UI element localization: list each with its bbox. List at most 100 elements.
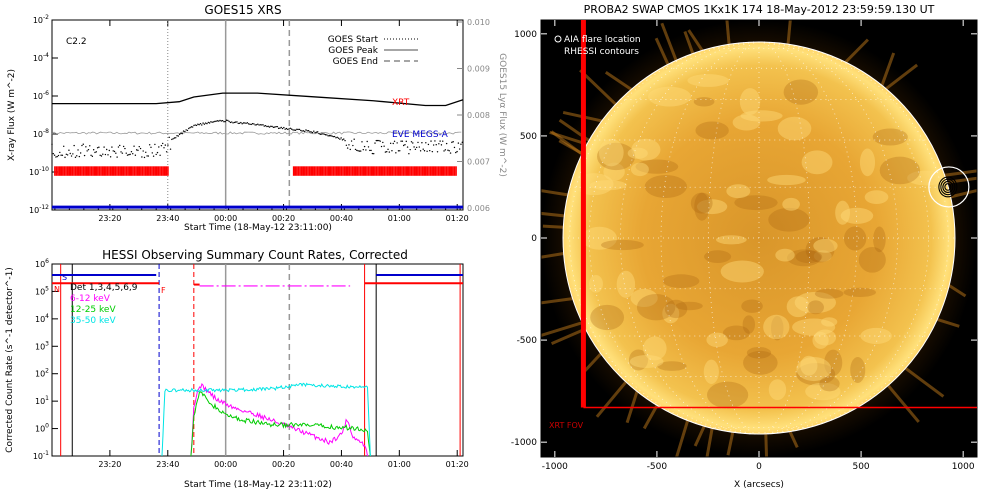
swap-disk-feature <box>740 110 783 122</box>
hessi-flag-n: N <box>54 285 60 294</box>
swap-corona-streak <box>660 22 678 61</box>
hessi-y-axis-label: Corrected Count Rate (s^-1 detector^-1) <box>5 267 15 453</box>
swap-rhessi-contour <box>942 180 954 194</box>
goes-low-channel-point <box>341 139 344 141</box>
goes-low-channel-point <box>260 124 263 126</box>
goes-low-channel-dots <box>51 119 463 159</box>
goes-low-channel-point <box>158 146 160 148</box>
goes-low-channel-point <box>421 142 423 144</box>
goes-low-channel-point <box>228 120 230 123</box>
goes-low-channel-point <box>128 154 130 156</box>
goes-low-channel-point <box>353 138 355 140</box>
goes-low-channel-point <box>270 125 272 127</box>
goes-low-channel-point <box>211 121 213 123</box>
goes-low-channel-point <box>184 130 186 133</box>
goes-low-channel-point <box>369 149 371 152</box>
swap-title: PROBA2 SWAP CMOS 1Kx1K 174 18-May-2012 2… <box>584 3 935 16</box>
goes-y-tick-label: 10-10 <box>29 166 49 177</box>
goes-low-channel-point <box>76 155 78 157</box>
swap-rhessi-contour <box>938 176 958 198</box>
goes-low-channel-point <box>315 131 318 133</box>
goes-low-channel-point <box>79 152 82 154</box>
swap-disk-feature <box>786 296 810 318</box>
goes-y-tick-label: 10-8 <box>33 128 49 139</box>
goes-y-right-tick-label: 0.006 <box>467 204 490 213</box>
swap-disk-feature <box>598 138 624 167</box>
goes-low-channel-point <box>332 135 335 138</box>
swap-disk-feature <box>726 184 751 199</box>
hessi-y-tick-label: 101 <box>35 395 49 406</box>
goes-low-channel-point <box>283 126 285 129</box>
goes-low-channel-point <box>357 150 359 152</box>
goes-low-channel-point <box>274 126 276 128</box>
goes-low-channel-point <box>238 122 241 125</box>
goes-low-channel-point <box>100 155 103 157</box>
goes-low-channel-point <box>418 146 420 148</box>
goes-low-channel-point <box>186 129 189 132</box>
swap-disk-feature <box>801 150 833 175</box>
goes-low-channel-point <box>116 156 118 158</box>
goes-low-channel-point <box>438 143 440 145</box>
goes-low-channel-point <box>354 148 357 151</box>
hessi-x-tick-label: 00:40 <box>330 460 353 469</box>
goes-low-channel-point <box>103 146 105 148</box>
goes-low-channel-point <box>133 145 135 147</box>
goes-low-channel-point <box>251 123 254 125</box>
goes-low-channel-point <box>181 132 183 135</box>
goes-low-channel-point <box>172 138 174 140</box>
goes-low-channel-point <box>120 151 122 153</box>
goes-low-channel-point <box>426 150 428 152</box>
hessi-35-50kev-line <box>161 382 371 457</box>
goes-low-channel-point <box>340 137 342 139</box>
swap-disk-feature <box>907 170 945 186</box>
swap-disk-feature <box>628 349 649 371</box>
goes-low-channel-point <box>164 144 167 146</box>
goes-low-channel-point <box>258 124 260 126</box>
goes-low-channel-point <box>121 152 124 154</box>
swap-disk-feature <box>629 354 664 368</box>
swap-disk-feature <box>819 376 840 392</box>
goes-low-channel-point <box>257 123 259 125</box>
goes-low-channel-point <box>335 137 337 139</box>
swap-corona-streak <box>948 284 967 298</box>
swap-disk-feature <box>707 381 749 409</box>
goes-low-channel-point <box>345 144 348 146</box>
goes-low-channel-point <box>98 146 100 148</box>
swap-disk-feature <box>603 162 625 181</box>
goes-low-channel-point <box>339 138 341 140</box>
goes-low-channel-point <box>436 151 439 153</box>
swap-disk-feature <box>813 250 832 262</box>
goes-y-right-tick-label: 0.009 <box>467 65 490 74</box>
goes-low-channel-point <box>356 149 358 152</box>
goes-chart: GOES15 XRS 23:20 23:40 00:00 00:20 00:40 01:0… <box>7 3 507 233</box>
goes-low-channel-point <box>288 128 290 130</box>
goes-low-channel-point <box>449 152 452 154</box>
goes-low-channel-point <box>431 150 434 153</box>
swap-corona-streak <box>788 430 799 448</box>
goes-low-channel-point <box>435 144 437 146</box>
goes-low-channel-point <box>199 122 202 125</box>
goes-low-channel-point <box>191 126 194 128</box>
goes-low-channel-point <box>378 139 380 142</box>
swap-disk-feature <box>581 226 618 250</box>
goes-x-tick-label: 23:20 <box>98 214 121 223</box>
swap-disk-feature <box>763 314 790 340</box>
goes-low-channel-point <box>376 139 379 142</box>
goes-low-channel-point <box>392 142 394 145</box>
goes-low-channel-point <box>56 155 58 158</box>
goes-low-channel-point <box>202 122 204 124</box>
swap-disk-feature <box>636 293 676 321</box>
goes-low-channel-point <box>296 128 298 131</box>
goes-low-channel-point <box>145 151 147 153</box>
goes-low-channel-point <box>61 154 64 157</box>
swap-image-panel: PROBA2 SWAP CMOS 1Kx1K 174 18-May-2012 2… <box>511 3 978 490</box>
swap-disk-feature <box>630 288 658 308</box>
swap-corona-streak <box>541 321 583 337</box>
goes-low-channel-point <box>317 131 319 133</box>
goes-low-channel-point <box>410 141 413 143</box>
swap-disk-feature <box>631 138 661 161</box>
goes-low-channel-point <box>204 122 207 124</box>
goes-low-channel-point <box>363 145 366 148</box>
goes-low-channel-point <box>81 144 83 147</box>
goes-low-channel-point <box>406 146 409 148</box>
